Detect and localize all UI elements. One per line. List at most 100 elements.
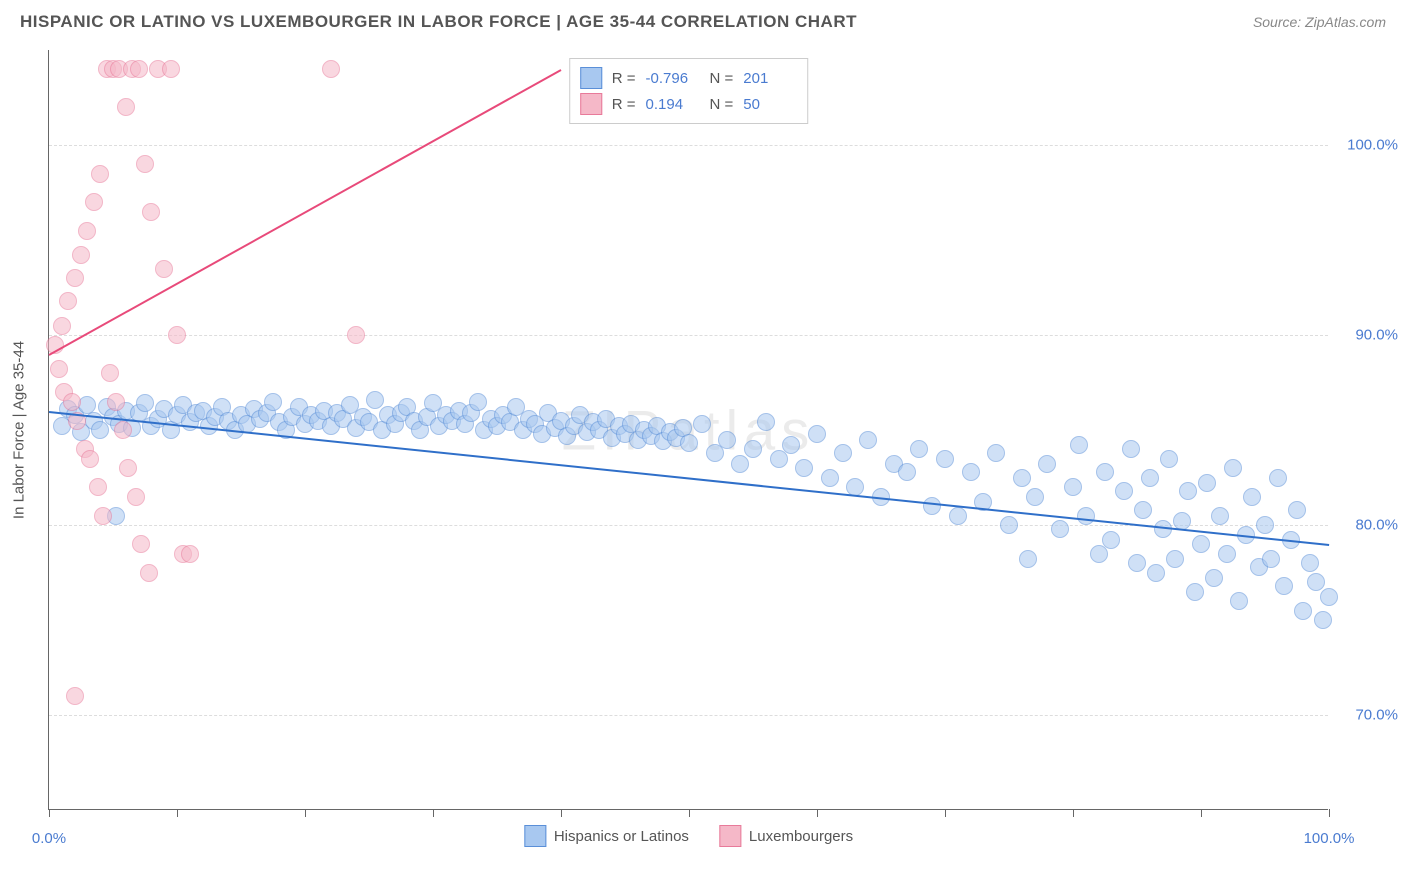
x-tick-label: 0.0%: [32, 830, 66, 847]
scatter-point: [107, 393, 125, 411]
legend-swatch: [524, 825, 546, 847]
scatter-point: [50, 360, 68, 378]
x-tick: [433, 809, 434, 817]
scatter-point: [66, 687, 84, 705]
scatter-point: [1243, 488, 1261, 506]
scatter-point: [1013, 469, 1031, 487]
scatter-point: [91, 165, 109, 183]
scatter-point: [162, 60, 180, 78]
scatter-point: [85, 193, 103, 211]
scatter-point: [962, 463, 980, 481]
gridline-horizontal: [49, 335, 1328, 336]
scatter-point: [1115, 482, 1133, 500]
scatter-point: [910, 440, 928, 458]
gridline-horizontal: [49, 715, 1328, 716]
chart-title: HISPANIC OR LATINO VS LUXEMBOURGER IN LA…: [20, 12, 857, 32]
scatter-point: [898, 463, 916, 481]
scatter-point: [78, 222, 96, 240]
scatter-point: [949, 507, 967, 525]
stats-swatch: [580, 93, 602, 115]
scatter-point: [1179, 482, 1197, 500]
scatter-point: [1026, 488, 1044, 506]
y-tick-label: 70.0%: [1338, 707, 1398, 724]
gridline-horizontal: [49, 145, 1328, 146]
scatter-point: [366, 391, 384, 409]
x-tick: [177, 809, 178, 817]
scatter-point: [119, 459, 137, 477]
scatter-point: [1166, 550, 1184, 568]
scatter-point: [795, 459, 813, 477]
scatter-point: [821, 469, 839, 487]
scatter-point: [1134, 501, 1152, 519]
scatter-point: [94, 507, 112, 525]
x-tick: [49, 809, 50, 817]
scatter-point: [181, 545, 199, 563]
stats-n-value: 50: [743, 96, 797, 113]
scatter-point: [117, 98, 135, 116]
scatter-point: [264, 393, 282, 411]
scatter-point: [114, 421, 132, 439]
legend-label: Luxembourgers: [749, 828, 853, 845]
scatter-point: [1275, 577, 1293, 595]
y-tick-label: 80.0%: [1338, 517, 1398, 534]
scatter-point: [1160, 450, 1178, 468]
scatter-point: [130, 60, 148, 78]
scatter-point: [1019, 550, 1037, 568]
scatter-point: [136, 155, 154, 173]
legend-item: Luxembourgers: [719, 825, 853, 847]
y-tick-label: 100.0%: [1338, 137, 1398, 154]
scatter-point: [1141, 469, 1159, 487]
scatter-point: [1211, 507, 1229, 525]
scatter-point: [1262, 550, 1280, 568]
x-tick: [689, 809, 690, 817]
scatter-point: [693, 415, 711, 433]
scatter-point: [744, 440, 762, 458]
scatter-point: [1064, 478, 1082, 496]
scatter-point: [1198, 474, 1216, 492]
stats-r-value: 0.194: [646, 96, 700, 113]
stats-row: R =-0.796N =201: [580, 65, 798, 91]
scatter-point: [168, 326, 186, 344]
scatter-point: [718, 431, 736, 449]
x-tick: [1073, 809, 1074, 817]
scatter-point: [63, 393, 81, 411]
scatter-point: [469, 393, 487, 411]
x-tick: [305, 809, 306, 817]
x-tick: [561, 809, 562, 817]
scatter-point: [1147, 564, 1165, 582]
scatter-point: [1192, 535, 1210, 553]
scatter-point: [1051, 520, 1069, 538]
x-tick: [1329, 809, 1330, 817]
scatter-point: [834, 444, 852, 462]
scatter-point: [53, 317, 71, 335]
source-attribution: Source: ZipAtlas.com: [1253, 14, 1386, 30]
scatter-point: [1307, 573, 1325, 591]
scatter-point: [859, 431, 877, 449]
scatter-point: [1205, 569, 1223, 587]
y-axis-title: In Labor Force | Age 35-44: [11, 340, 28, 518]
scatter-point: [101, 364, 119, 382]
scatter-point: [66, 269, 84, 287]
scatter-point: [1122, 440, 1140, 458]
x-tick: [1201, 809, 1202, 817]
scatter-point: [142, 203, 160, 221]
scatter-point: [731, 455, 749, 473]
scatter-point: [59, 292, 77, 310]
scatter-point: [1314, 611, 1332, 629]
x-tick: [817, 809, 818, 817]
scatter-point: [1269, 469, 1287, 487]
scatter-point: [1288, 501, 1306, 519]
y-tick-label: 90.0%: [1338, 327, 1398, 344]
correlation-stats-box: R =-0.796N =201 R = 0.194 N = 50: [569, 58, 809, 124]
scatter-point: [1218, 545, 1236, 563]
scatter-point: [155, 260, 173, 278]
scatter-point: [1224, 459, 1242, 477]
scatter-point: [1070, 436, 1088, 454]
legend-swatch: [719, 825, 741, 847]
scatter-point: [136, 394, 154, 412]
legend-label: Hispanics or Latinos: [554, 828, 689, 845]
stats-r-label: R =: [612, 96, 636, 113]
scatter-point: [1038, 455, 1056, 473]
scatter-point: [680, 434, 698, 452]
stats-n-label: N =: [710, 70, 734, 87]
